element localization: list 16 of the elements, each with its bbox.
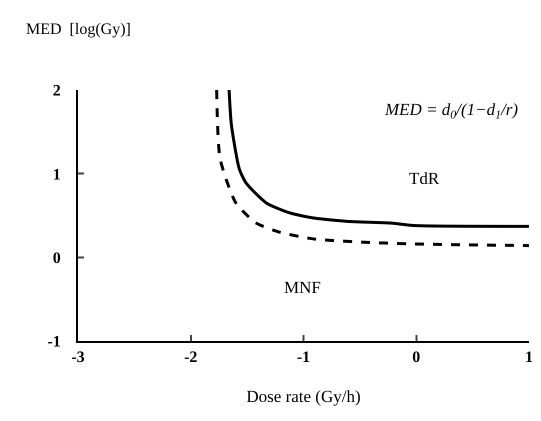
annotation: MED = d$_{0}$/(1−d$_{1}$/r) <box>384 100 518 122</box>
text: MNF <box>284 278 321 297</box>
y-axis-title: MED [log(Gy)] <box>26 21 131 38</box>
x-tick-label: -3 <box>71 349 85 366</box>
y-tick-label: 0 <box>52 250 61 267</box>
y-tick-label: 2 <box>52 82 61 100</box>
x-tick-label: -2 <box>184 349 198 366</box>
line-series <box>228 90 529 228</box>
y-tick-label: -1 <box>47 334 61 351</box>
x-tick-label: -1 <box>296 349 310 366</box>
x-tick-label: 0 <box>412 349 420 366</box>
x-tick-label: 1 <box>525 349 533 366</box>
text: TdR <box>409 169 440 188</box>
x-axis-title: Dose rate (Gy/h) <box>246 387 361 406</box>
line-series <box>215 90 529 248</box>
y-tick-label: 1 <box>52 166 61 184</box>
